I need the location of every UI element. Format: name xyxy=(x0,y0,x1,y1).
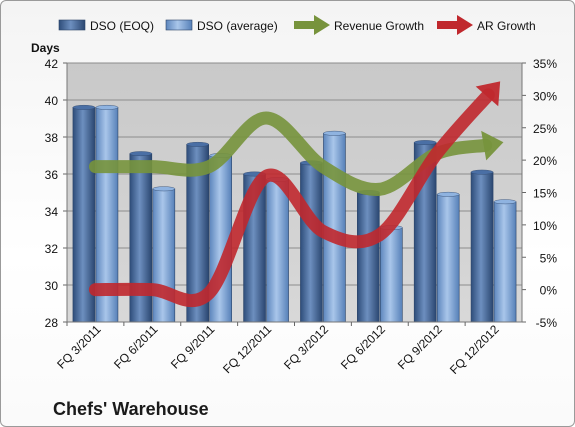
x-tick-label: FQ 12/2011 xyxy=(220,322,274,376)
legend-arrow xyxy=(314,15,330,35)
bar-cap xyxy=(493,199,517,205)
bar xyxy=(436,194,460,323)
y-tick-label: 30 xyxy=(45,279,59,293)
y-tick-label: 34 xyxy=(45,205,59,219)
legend-arrow xyxy=(457,15,473,35)
y-tick-label: 40 xyxy=(45,94,59,108)
series-line xyxy=(88,88,495,308)
y2-tick-label: 5% xyxy=(540,251,558,265)
bar xyxy=(380,227,403,323)
x-tick-label: FQ 3/2012 xyxy=(281,322,331,372)
legend-label: DSO (EOQ) xyxy=(90,19,154,33)
bar xyxy=(266,179,289,323)
y-tick-label: 36 xyxy=(45,168,59,182)
bar-cap xyxy=(436,191,460,197)
x-tick-label: FQ 6/2011 xyxy=(111,322,161,372)
bar-cap xyxy=(129,151,153,157)
y2-tick-label: -5% xyxy=(536,316,558,330)
legend-label: AR Growth xyxy=(477,19,536,33)
y2-tick-label: 20% xyxy=(533,154,557,168)
series-arrowhead xyxy=(475,81,501,107)
bar xyxy=(357,192,380,323)
y2-tick-label: 30% xyxy=(533,89,557,103)
x-tick-label: FQ 12/2012 xyxy=(447,322,502,377)
x-tick-label: FQ 9/2012 xyxy=(395,322,445,372)
x-tick-label: FQ 9/2011 xyxy=(168,322,218,372)
bar-cap xyxy=(95,105,119,110)
legend-swatch xyxy=(165,19,193,31)
legend-label: Revenue Growth xyxy=(334,19,424,33)
bar-cap xyxy=(323,130,346,136)
bar xyxy=(493,201,517,323)
y-axis-title: Days xyxy=(31,41,60,55)
x-tick-label: FQ 3/2011 xyxy=(54,322,104,372)
y2-tick-label: 15% xyxy=(533,187,557,201)
bar xyxy=(152,188,176,323)
line-series xyxy=(88,81,504,308)
legend: DSO (EOQ) DSO (average) Revenue Growth AR G… xyxy=(58,15,536,35)
bar-series xyxy=(72,105,517,323)
y-tick-label: 28 xyxy=(45,316,59,330)
legend-swatch xyxy=(58,19,86,31)
bar xyxy=(470,171,494,323)
y2-tick-label: 0% xyxy=(540,284,558,298)
bar xyxy=(129,153,153,323)
bar-cap xyxy=(72,105,96,110)
y2-tick-label: 25% xyxy=(533,122,557,136)
bar-cap xyxy=(470,169,494,175)
x-tick-label: FQ 6/2012 xyxy=(338,322,388,372)
bar-cap xyxy=(152,186,176,192)
company-name: Chefs' Warehouse xyxy=(53,399,209,419)
bar-cap xyxy=(186,141,209,147)
y-tick-label: 32 xyxy=(45,242,59,256)
bar xyxy=(300,162,323,323)
y-tick-label: 42 xyxy=(45,57,59,71)
y-tick-label: 38 xyxy=(45,131,59,145)
y2-tick-label: 35% xyxy=(533,57,557,71)
y2-tick-label: 10% xyxy=(533,219,557,233)
legend-label: DSO (average) xyxy=(197,19,278,33)
series-arrowhead xyxy=(481,130,504,161)
bar-cap xyxy=(413,140,437,145)
